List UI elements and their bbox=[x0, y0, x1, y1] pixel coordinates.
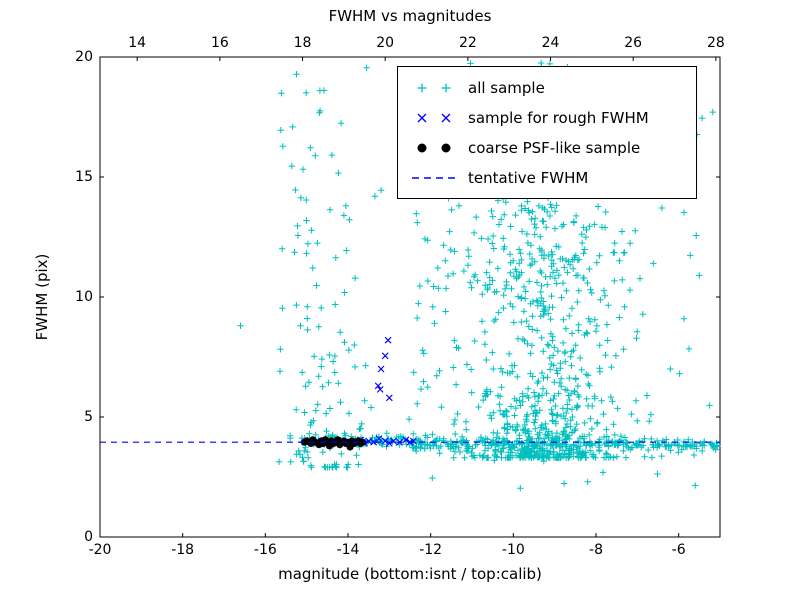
x-bottom-tick-label: -16 bbox=[253, 542, 277, 558]
x-top-tick-label: 22 bbox=[458, 35, 477, 51]
x-top-tick-label: 14 bbox=[128, 35, 147, 51]
x-top-tick-label: 18 bbox=[293, 35, 312, 51]
x-bottom-tick-label: -12 bbox=[419, 542, 443, 558]
x-top-tick-label: 28 bbox=[706, 35, 725, 51]
psf-sample-point bbox=[358, 438, 367, 446]
x-axis-label: magnitude (bottom:isnt / top:calib) bbox=[278, 565, 542, 583]
legend-label: coarse PSF-like sample bbox=[468, 138, 641, 157]
legend-entry-x: sample for rough FWHM bbox=[410, 105, 684, 130]
x-bottom-tick-label: -18 bbox=[171, 542, 195, 558]
x-top-tick-label: 24 bbox=[541, 35, 560, 51]
y-tick-label: 20 bbox=[75, 49, 93, 65]
x-marker-icon bbox=[417, 113, 451, 122]
y-tick-label: 15 bbox=[75, 169, 93, 185]
rough-fwhm-points bbox=[344, 336, 417, 447]
y-tick-label: 10 bbox=[75, 289, 93, 305]
x-top-tick-label: 26 bbox=[624, 35, 643, 51]
x-bottom-tick-label: -6 bbox=[671, 542, 686, 558]
legend-entry-plus: all sample bbox=[410, 75, 684, 100]
legend-entry-dashed-line: tentative FWHM bbox=[410, 165, 684, 190]
x-top-tick-label: 16 bbox=[210, 35, 229, 51]
legend-label: tentative FWHM bbox=[468, 168, 589, 187]
legend-label: all sample bbox=[468, 78, 545, 97]
x-bottom-tick-label: -14 bbox=[336, 542, 360, 558]
y-tick-label: 0 bbox=[84, 529, 93, 545]
legend-label: sample for rough FWHM bbox=[468, 108, 649, 127]
tick-marks bbox=[99, 56, 720, 538]
dashed-line-icon bbox=[412, 176, 456, 179]
x-bottom-tick-label: -8 bbox=[589, 542, 603, 558]
y-tick-label: 5 bbox=[84, 409, 93, 425]
legend: all sample sample for rough FWHM coarse PS… bbox=[397, 66, 697, 199]
chart-title: FWHM vs magnitudes bbox=[328, 7, 492, 25]
x-bottom-tick-label: -10 bbox=[501, 542, 525, 558]
x-top-tick-label: 20 bbox=[376, 35, 395, 51]
x-bottom-tick-label: -20 bbox=[88, 542, 112, 558]
dot-marker-icon bbox=[417, 143, 451, 152]
y-axis-label: FWHM (pix) bbox=[33, 253, 51, 341]
legend-entry-dot: coarse PSF-like sample bbox=[410, 135, 684, 160]
plus-marker-icon bbox=[417, 83, 451, 92]
